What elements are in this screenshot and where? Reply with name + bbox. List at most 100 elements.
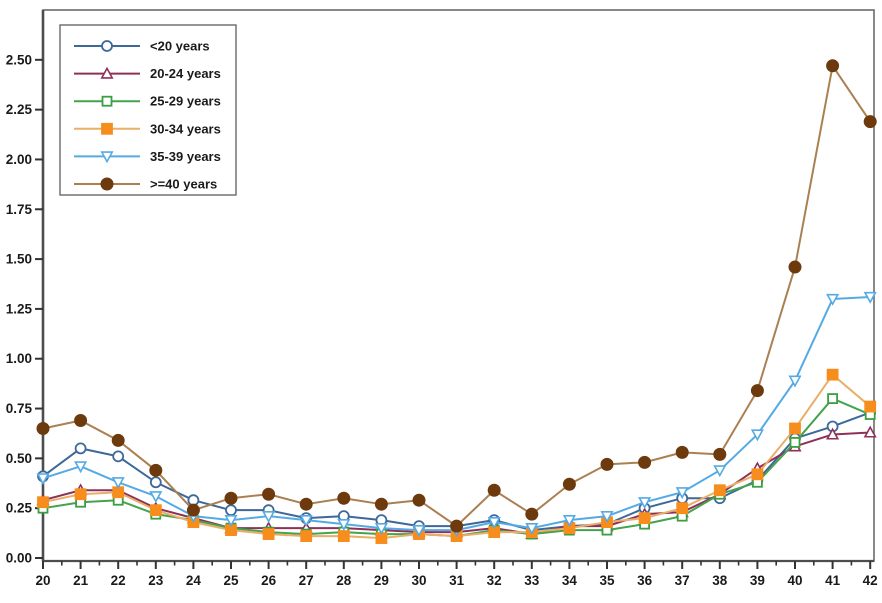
data-point-marker bbox=[600, 457, 614, 471]
data-point-marker bbox=[713, 484, 726, 497]
tick-label: 25 bbox=[223, 573, 239, 588]
data-point-marker bbox=[827, 393, 838, 404]
data-point-marker bbox=[224, 515, 238, 528]
data-point-marker bbox=[863, 425, 877, 438]
tick-label: 0.25 bbox=[6, 501, 33, 516]
legend-item: 35-39 years bbox=[74, 149, 221, 164]
series-40-years bbox=[36, 59, 877, 533]
data-point-marker bbox=[337, 491, 351, 505]
data-point-marker bbox=[101, 122, 113, 135]
legend-box bbox=[59, 24, 237, 196]
tick-label: 30 bbox=[411, 573, 426, 588]
legend-label: >=40 years bbox=[150, 177, 217, 192]
data-point-marker bbox=[186, 503, 200, 517]
data-point-marker bbox=[713, 447, 727, 461]
data-point-marker bbox=[149, 504, 162, 517]
data-point-marker bbox=[374, 523, 388, 535]
data-point-marker bbox=[638, 512, 651, 525]
data-point-marker bbox=[299, 515, 313, 528]
legend-item: >=40 years bbox=[74, 177, 217, 192]
data-point-marker bbox=[638, 497, 652, 510]
data-point-marker bbox=[101, 40, 113, 52]
data-point-marker bbox=[750, 429, 764, 442]
data-point-marker bbox=[826, 293, 840, 306]
tick-label: 21 bbox=[73, 573, 89, 588]
data-point-marker bbox=[111, 477, 125, 490]
tick-label: 38 bbox=[712, 573, 728, 588]
data-point-marker bbox=[487, 483, 501, 497]
legend-item: 30-34 years bbox=[74, 121, 221, 136]
data-point-marker bbox=[525, 523, 539, 535]
tick-label: 22 bbox=[111, 573, 126, 588]
data-point-marker bbox=[36, 421, 50, 435]
data-point-marker bbox=[638, 455, 652, 469]
tick-label: 29 bbox=[374, 573, 389, 588]
data-point-marker bbox=[412, 493, 426, 507]
data-point-marker bbox=[224, 491, 238, 505]
tick-label: 42 bbox=[863, 573, 878, 588]
data-point-marker bbox=[262, 528, 275, 540]
tick-label: 26 bbox=[261, 573, 277, 588]
data-point-marker bbox=[863, 291, 877, 304]
tick-label: 20 bbox=[35, 573, 50, 588]
legend-label: 30-34 years bbox=[150, 121, 221, 136]
tick-label: 32 bbox=[487, 573, 502, 588]
data-point-marker bbox=[864, 400, 877, 413]
tick-label: 34 bbox=[562, 573, 578, 588]
data-point-marker bbox=[713, 465, 727, 478]
data-point-marker bbox=[789, 437, 801, 448]
data-point-marker bbox=[262, 511, 276, 524]
tick-label: 1.50 bbox=[6, 252, 32, 267]
data-point-marker bbox=[149, 491, 163, 504]
legend-item: <20 years bbox=[74, 39, 210, 54]
tick-label: 41 bbox=[825, 573, 841, 588]
data-point-marker bbox=[788, 260, 802, 274]
tick-label: 0.00 bbox=[6, 551, 32, 566]
tick-label: 23 bbox=[148, 573, 164, 588]
y-axis-ticks: 0.00 0.25 0.50 0.75 1.00 1.25 1.50 1.75 2.00 2.25… bbox=[6, 52, 43, 566]
data-point-marker bbox=[374, 497, 388, 511]
tick-label: 2.50 bbox=[6, 52, 32, 67]
tick-label: 1.00 bbox=[6, 351, 32, 366]
tick-label: 24 bbox=[186, 573, 202, 588]
data-point-marker bbox=[562, 477, 576, 491]
data-point-marker bbox=[74, 461, 88, 474]
tick-label: 0.50 bbox=[6, 451, 32, 466]
data-point-marker bbox=[337, 519, 351, 531]
tick-label: 0.75 bbox=[6, 401, 33, 416]
data-point-marker bbox=[74, 488, 87, 501]
tick-label: 33 bbox=[524, 573, 540, 588]
tick-label: 40 bbox=[787, 573, 802, 588]
data-point-marker bbox=[74, 414, 88, 428]
tick-label: 1.25 bbox=[6, 301, 33, 316]
data-point-marker bbox=[100, 177, 114, 191]
legend-label: 35-39 years bbox=[150, 149, 221, 164]
tick-label: 31 bbox=[449, 573, 465, 588]
legend-label: <20 years bbox=[150, 39, 210, 54]
data-point-marker bbox=[600, 511, 614, 524]
data-point-marker bbox=[562, 515, 576, 528]
data-point-marker bbox=[225, 504, 237, 517]
data-point-marker bbox=[750, 384, 764, 398]
legend: <20 years 20-24 years 25-29 years 30-34 yea… bbox=[59, 24, 237, 196]
tick-label: 36 bbox=[637, 573, 653, 588]
data-point-marker bbox=[36, 473, 50, 486]
tick-label: 37 bbox=[675, 573, 690, 588]
data-point-marker bbox=[788, 375, 802, 388]
data-point-marker bbox=[525, 507, 539, 521]
data-point-marker bbox=[675, 487, 689, 500]
data-point-marker bbox=[299, 497, 313, 511]
data-point-marker bbox=[111, 433, 125, 447]
data-point-marker bbox=[826, 59, 840, 73]
tick-label: 39 bbox=[750, 573, 765, 588]
data-point-marker bbox=[487, 517, 501, 529]
tick-label: 2.25 bbox=[6, 102, 33, 117]
data-point-marker bbox=[101, 95, 113, 107]
tick-label: 35 bbox=[599, 573, 615, 588]
legend-label: 25-29 years bbox=[150, 94, 221, 109]
data-point-marker bbox=[863, 115, 877, 129]
legend-item: 20-24 years bbox=[74, 66, 221, 81]
data-point-marker bbox=[100, 151, 114, 164]
